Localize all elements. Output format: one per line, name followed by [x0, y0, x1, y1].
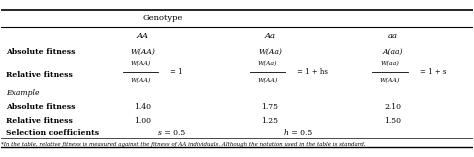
Text: Relative fitness: Relative fitness — [6, 117, 73, 125]
Text: = 1 + s: = 1 + s — [419, 68, 446, 76]
Text: = 0.5: = 0.5 — [162, 129, 185, 137]
Text: Aa: Aa — [264, 32, 275, 40]
Text: W(aa): W(aa) — [381, 60, 400, 66]
Text: Relative fitness: Relative fitness — [6, 71, 73, 79]
Text: 1.50: 1.50 — [384, 117, 401, 125]
Text: 1.75: 1.75 — [262, 103, 279, 111]
Text: h: h — [284, 129, 289, 137]
Text: W(AA): W(AA) — [130, 48, 155, 56]
Text: W(AA): W(AA) — [257, 78, 278, 83]
Text: 1.40: 1.40 — [134, 103, 151, 111]
Text: = 1 + hs: = 1 + hs — [297, 68, 328, 76]
Text: = 1: = 1 — [170, 68, 182, 76]
Text: W(AA): W(AA) — [130, 60, 151, 66]
Text: Selection coefficients: Selection coefficients — [6, 129, 99, 137]
Text: 1.25: 1.25 — [262, 117, 279, 125]
Text: Absolute fitness: Absolute fitness — [6, 103, 75, 111]
Text: W(Aa): W(Aa) — [258, 60, 277, 66]
Text: = 0.5: = 0.5 — [289, 129, 312, 137]
Text: Example: Example — [6, 89, 40, 97]
Text: Genotype: Genotype — [143, 14, 183, 22]
Text: 1.00: 1.00 — [134, 117, 151, 125]
Text: s: s — [158, 129, 162, 137]
Text: Absolute fitness: Absolute fitness — [6, 48, 75, 56]
Text: aa: aa — [388, 32, 398, 40]
Text: AA: AA — [137, 32, 149, 40]
Text: *In the table, relative fitness is measured against the fitness of AA individual: *In the table, relative fitness is measu… — [1, 142, 366, 146]
Text: 2.10: 2.10 — [384, 103, 401, 111]
Text: W(AA): W(AA) — [130, 78, 151, 83]
Text: W(Aa): W(Aa) — [258, 48, 282, 56]
Text: W(AA): W(AA) — [380, 78, 401, 83]
Text: A(aa): A(aa) — [382, 48, 403, 56]
